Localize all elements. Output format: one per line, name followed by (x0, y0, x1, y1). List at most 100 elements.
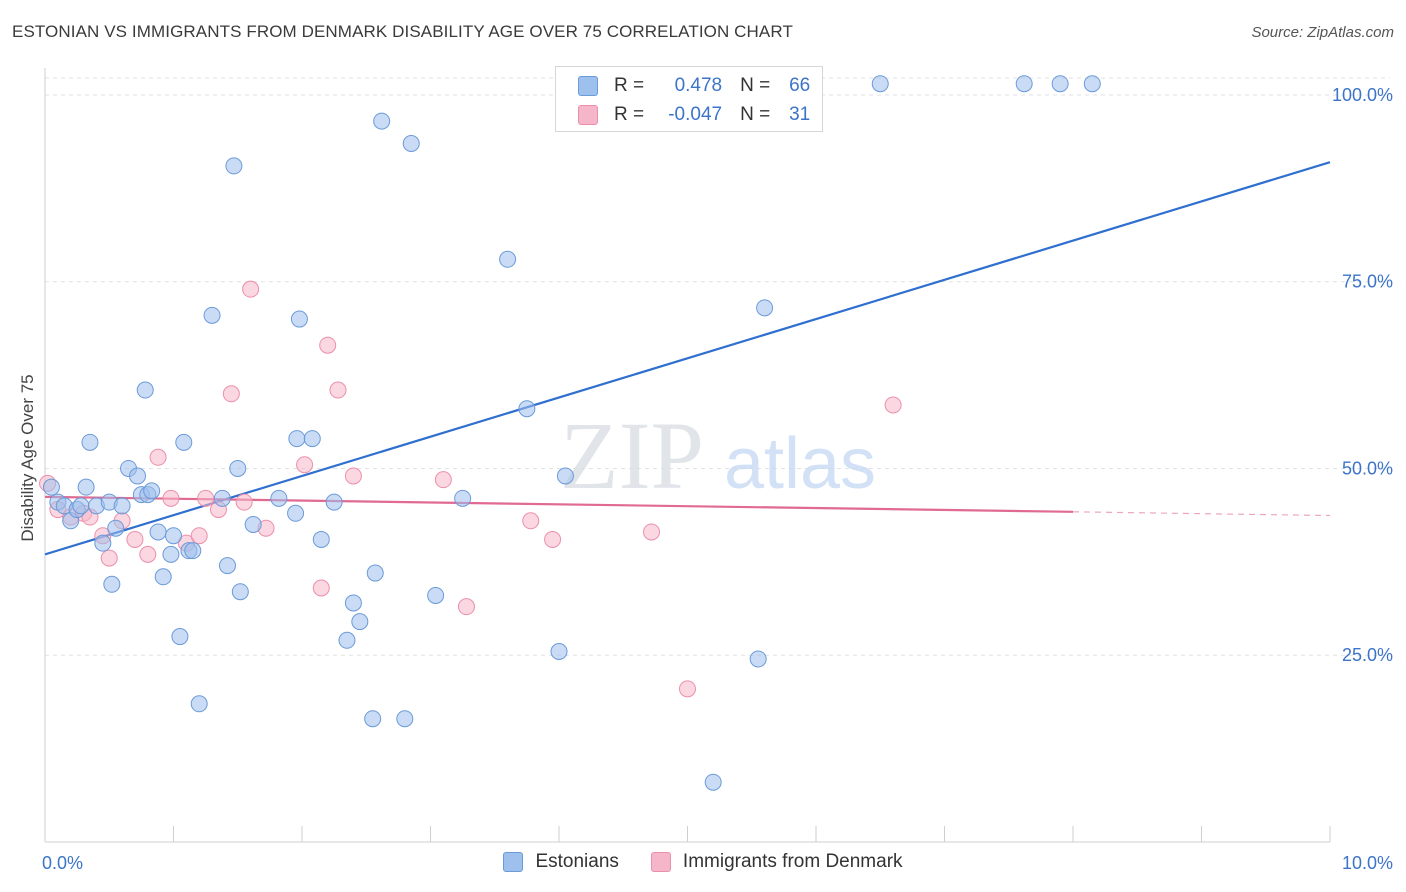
denmark-point (149, 448, 167, 466)
watermark-zip: ZIP (560, 402, 704, 509)
watermark: ZIP atlas (560, 402, 876, 509)
n-label: N = (740, 104, 771, 125)
estonians-point (499, 250, 517, 268)
denmark-point (884, 396, 902, 414)
source-label: Source: ZipAtlas.com (1251, 24, 1394, 41)
stats-legend-row-estonians: R = 0.478 N = 66 (578, 71, 810, 101)
tick-labels: 25.0% 50.0% 75.0% 100.0% 0.0% 10.0% (42, 85, 1393, 873)
estonians-point (396, 710, 414, 728)
denmark-point (162, 489, 180, 507)
estonians-swatch (578, 76, 598, 96)
denmark-swatch (578, 105, 598, 125)
estonians-point (338, 631, 356, 649)
estonians-point (312, 530, 330, 548)
y-tick-label: 100.0% (1332, 85, 1393, 105)
y-tick-label: 25.0% (1342, 645, 1393, 665)
gridlines (45, 77, 1390, 656)
x-tick-label: 10.0% (1342, 853, 1393, 873)
denmark-point (197, 489, 215, 507)
estonians-point (556, 467, 574, 485)
estonians-point (171, 628, 189, 646)
n-value: 66 (789, 75, 811, 96)
series-legend: Estonians Immigrants from Denmark (0, 851, 1406, 873)
n-label: N = (740, 75, 771, 96)
stats-legend-row-denmark: R = -0.047 N = 31 (578, 100, 810, 130)
denmark-point (457, 598, 475, 616)
legend-label: Estonians (535, 851, 619, 872)
estonians-point (287, 504, 305, 522)
estonians-point (550, 643, 568, 660)
estonians-point (143, 482, 161, 500)
estonians-point (288, 430, 306, 448)
estonians-point (136, 381, 154, 399)
denmark-trend-extension (1072, 511, 1331, 517)
estonians-point (107, 519, 125, 537)
denmark-point (222, 385, 240, 403)
estonians-trend-line (44, 161, 1331, 556)
denmark-point (235, 493, 253, 511)
denmark-point (344, 467, 362, 485)
denmark-point (126, 530, 144, 548)
estonians-point (756, 299, 774, 317)
estonians-point (364, 710, 382, 728)
r-value: 0.478 (674, 75, 723, 96)
estonians-point (704, 773, 722, 791)
estonians-point (113, 497, 131, 515)
estonians-point (402, 135, 420, 152)
estonians-point (129, 467, 147, 485)
estonians-point (203, 306, 221, 324)
y-tick-label: 50.0% (1342, 458, 1393, 478)
denmark-point (190, 527, 208, 545)
estonians-point (518, 400, 536, 418)
estonians-point (184, 542, 202, 560)
r-value: -0.047 (668, 104, 723, 125)
estonians-point (427, 586, 445, 604)
estonians-point (231, 583, 249, 601)
denmark-point (296, 456, 314, 474)
estonians-point (871, 75, 889, 93)
estonians-point (351, 613, 369, 631)
estonians-point (162, 545, 180, 563)
legend-label: Immigrants from Denmark (682, 851, 903, 872)
estonians-point (270, 489, 288, 507)
estonians-point (454, 489, 472, 507)
estonians-point (42, 478, 60, 496)
legend-item-estonians[interactable]: Estonians (503, 851, 619, 873)
estonians-point (1083, 75, 1101, 93)
r-label: R = (614, 104, 645, 125)
y-axis-label: Disability Age Over 75 (18, 374, 37, 542)
legend-item-denmark[interactable]: Immigrants from Denmark (650, 851, 903, 873)
estonians-point (175, 433, 193, 451)
estonians-point (213, 489, 231, 507)
chart-title: ESTONIAN VS IMMIGRANTS FROM DENMARK DISA… (12, 22, 793, 41)
denmark-point (643, 523, 661, 541)
denmark-point (312, 579, 330, 597)
estonians-point (229, 459, 247, 477)
axes (44, 68, 1331, 843)
estonians-point (225, 157, 243, 175)
x-tick-label: 0.0% (42, 853, 83, 873)
estonians-point (344, 594, 362, 612)
estonians-point (154, 568, 172, 586)
denmark-point (329, 381, 347, 399)
estonians-point (72, 497, 90, 515)
estonians-point (218, 557, 236, 575)
denmark-point (679, 680, 696, 698)
estonians-point (749, 650, 767, 668)
watermark-atlas: atlas (724, 424, 876, 504)
denmark-point (544, 530, 562, 548)
estonians-point (94, 534, 112, 552)
denmark-point (522, 512, 540, 530)
denmark-point (434, 471, 452, 489)
estonians-point (373, 112, 391, 130)
denmark-point (242, 280, 260, 298)
estonians-point (149, 523, 167, 541)
estonians-point (303, 430, 321, 448)
estonians-point (165, 527, 182, 545)
estonians-point (103, 575, 121, 593)
estonians-point (290, 310, 308, 328)
denmark-point (319, 336, 337, 354)
y-tick-label: 75.0% (1342, 272, 1393, 292)
estonians-point (244, 516, 262, 533)
